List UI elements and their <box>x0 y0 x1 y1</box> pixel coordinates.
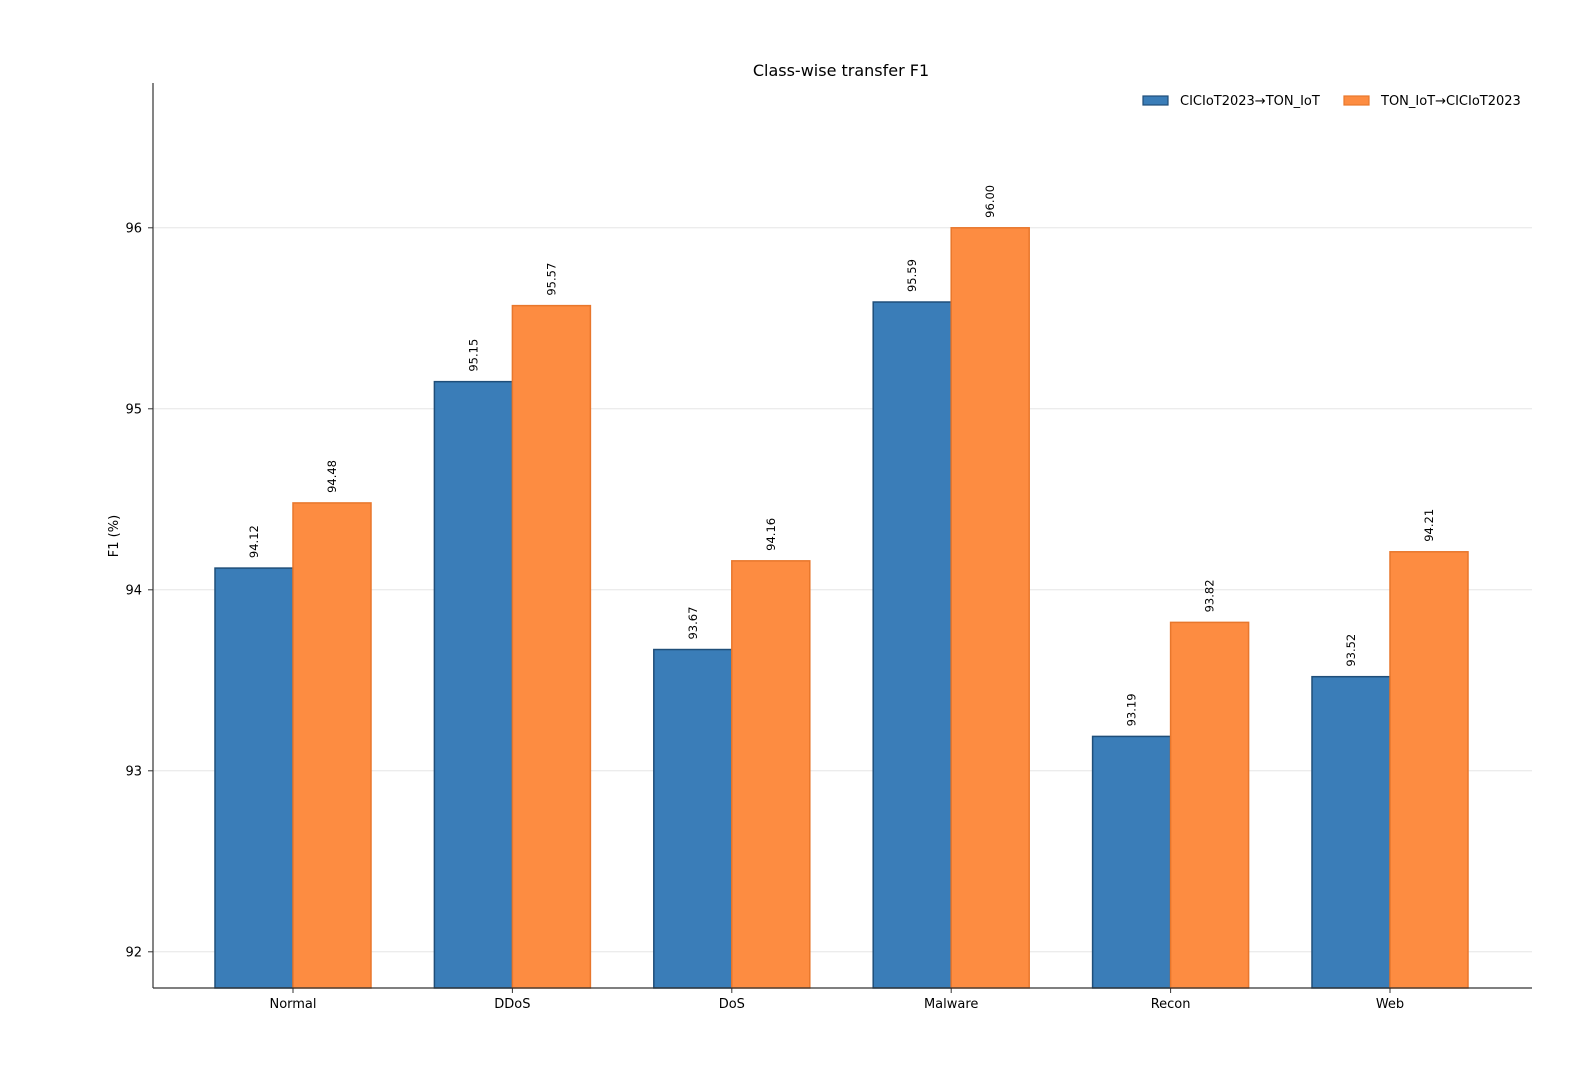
value-label: 94.16 <box>764 518 778 551</box>
bar <box>292 502 372 989</box>
data-labels: 94.12 95.15 93.67 95.59 93.19 93.52 94.48 95.57… <box>247 185 1436 727</box>
legend-label: TON_IoT→CICIoT2023 <box>1380 94 1521 109</box>
value-label: 93.19 <box>1125 693 1139 726</box>
bars <box>214 227 1469 989</box>
y-tick-label: 92 <box>125 945 142 960</box>
value-label: 93.67 <box>686 607 700 640</box>
y-ticks: 92 93 94 95 96 <box>125 221 153 960</box>
bar <box>653 648 733 989</box>
y-axis-label: F1 (%) <box>107 515 122 557</box>
bar <box>511 304 592 989</box>
gridlines <box>153 227 1532 953</box>
value-label: 95.59 <box>905 259 919 292</box>
x-tick-label: Web <box>1376 997 1404 1012</box>
y-tick-label: 95 <box>125 402 142 417</box>
x-tick-label: Recon <box>1151 997 1191 1012</box>
value-label: 95.15 <box>466 339 480 372</box>
axes <box>152 83 1532 989</box>
bar <box>950 227 1030 989</box>
value-label: 94.12 <box>247 525 261 558</box>
x-tick-label: DoS <box>719 997 745 1012</box>
value-label: 95.57 <box>544 263 558 296</box>
legend-label: CICIoT2023→TON_IoT <box>1180 94 1320 109</box>
value-label: 96.00 <box>983 185 997 218</box>
bar <box>1389 551 1469 989</box>
legend-swatch <box>1142 95 1169 106</box>
value-label: 93.52 <box>1344 634 1358 667</box>
bar <box>214 567 294 989</box>
value-label: 93.82 <box>1203 579 1217 612</box>
x-tick-label: DDoS <box>494 997 530 1012</box>
legend-item: TON_IoT→CICIoT2023 <box>1343 94 1521 109</box>
value-label: 94.21 <box>1422 509 1436 542</box>
x-tick-label: Malware <box>924 997 978 1012</box>
bar <box>1311 675 1391 989</box>
x-tick-label: Normal <box>269 997 316 1012</box>
y-tick-label: 93 <box>125 764 142 779</box>
bar <box>872 301 952 989</box>
legend: CICIoT2023→TON_IoT TON_IoT→CICIoT2023 <box>1142 94 1521 109</box>
y-tick-label: 96 <box>125 221 142 236</box>
bar <box>433 380 514 989</box>
chart-title: Class-wise transfer F1 <box>753 61 929 80</box>
y-tick-label: 94 <box>125 583 142 598</box>
bar <box>731 560 811 989</box>
legend-swatch <box>1343 95 1370 106</box>
value-label: 94.48 <box>325 460 339 493</box>
x-ticks: Normal DDoS DoS Malware Recon Web <box>269 988 1404 1012</box>
legend-item: CICIoT2023→TON_IoT <box>1142 94 1320 109</box>
bar <box>1091 735 1172 989</box>
bar <box>1169 621 1250 989</box>
